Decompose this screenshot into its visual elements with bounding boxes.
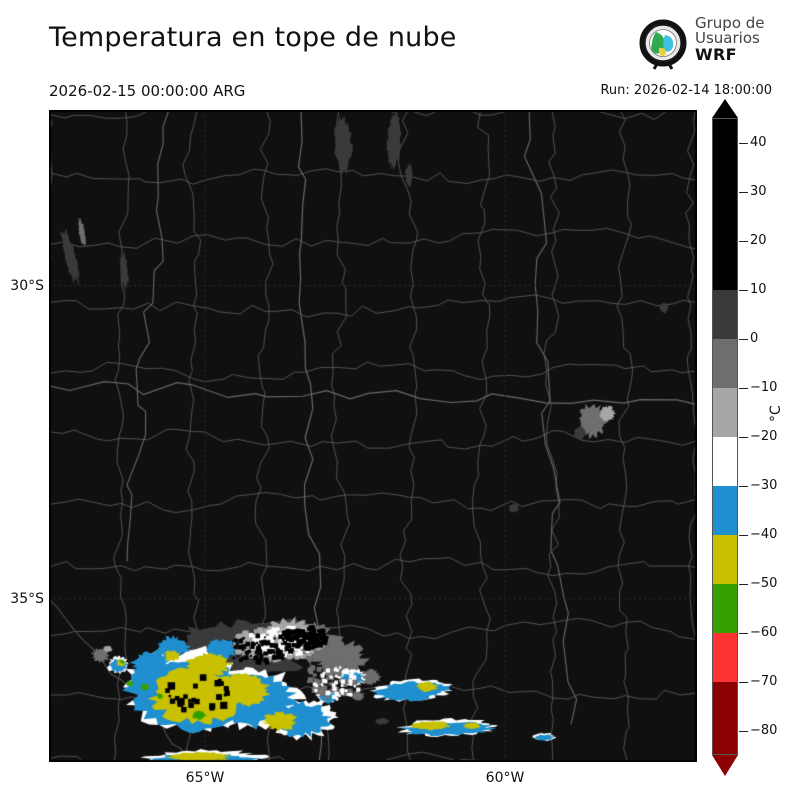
- page-title: Temperatura en tope de nube: [49, 22, 457, 53]
- colorbar-tick-label: 30: [750, 183, 767, 199]
- colorbar-segment: [712, 632, 738, 682]
- colorbar-extend-min-arrow: [712, 755, 738, 776]
- colorbar-tick-label: −50: [750, 575, 778, 591]
- lon-tick-label: 60°W: [485, 770, 525, 786]
- colorbar-tick-label: −20: [750, 428, 778, 444]
- colorbar-tick: [739, 632, 748, 634]
- run-time-label: Run: 2026-02-14 18:00:00: [600, 83, 772, 98]
- colorbar-tick-label: −80: [750, 722, 778, 738]
- colorbar-tick: [739, 436, 748, 438]
- lon-tick-label: 65°W: [185, 770, 225, 786]
- logo-line-1: Grupo de: [695, 14, 765, 32]
- colorbar-tick: [739, 583, 748, 585]
- colorbar-tick-label: 10: [750, 281, 767, 297]
- logo-text: Grupo de Usuarios WRF: [695, 14, 765, 64]
- map-plot-area[interactable]: [49, 110, 697, 762]
- colorbar-tick: [739, 730, 748, 732]
- cloud-top-temperature-raster: [49, 110, 697, 762]
- colorbar-tick: [739, 681, 748, 683]
- logo-line-3: WRF: [695, 44, 737, 64]
- colorbar-segment: [712, 289, 738, 339]
- colorbar-tick: [739, 142, 748, 144]
- colorbar-segment: [712, 485, 738, 535]
- colorbar-segment: [712, 681, 738, 755]
- colorbar-segment: [712, 338, 738, 388]
- colorbar-extend-max-arrow: [712, 99, 738, 118]
- colorbar-tick-label: −10: [750, 379, 778, 395]
- logo: Grupo de Usuarios WRF: [637, 14, 797, 74]
- colorbar-tick: [739, 387, 748, 389]
- colorbar-tick-label: 0: [750, 330, 759, 346]
- lat-tick-label: 30°S: [10, 277, 44, 294]
- colorbar-unit-label: °C: [768, 405, 784, 422]
- colorbar-tick: [739, 338, 748, 340]
- colorbar-tick-label: 20: [750, 232, 767, 248]
- valid-time-label: 2026-02-15 00:00:00 ARG: [49, 82, 246, 100]
- colorbar-tick: [739, 534, 748, 536]
- colorbar-tick: [739, 191, 748, 193]
- colorbar-segment: [712, 534, 738, 584]
- globe-emblem-icon: [639, 19, 687, 70]
- colorbar-tick: [739, 485, 748, 487]
- colorbar-segment: [712, 387, 738, 437]
- colorbar-tick-label: −30: [750, 477, 778, 493]
- colorbar-segment: [712, 118, 738, 290]
- colorbar-tick: [739, 289, 748, 291]
- colorbar-segment: [712, 583, 738, 633]
- logo-line-2: Usuarios: [695, 29, 760, 48]
- colorbar-tick: [739, 240, 748, 242]
- colorbar-tick-label: −70: [750, 673, 778, 689]
- colorbar-tick-label: −40: [750, 526, 778, 542]
- colorbar-segment: [712, 436, 738, 486]
- colorbar-tick-label: −60: [750, 624, 778, 640]
- colorbar-tick-label: 40: [750, 134, 767, 150]
- colorbar[interactable]: [712, 99, 738, 776]
- lat-tick-label: 35°S: [10, 591, 44, 607]
